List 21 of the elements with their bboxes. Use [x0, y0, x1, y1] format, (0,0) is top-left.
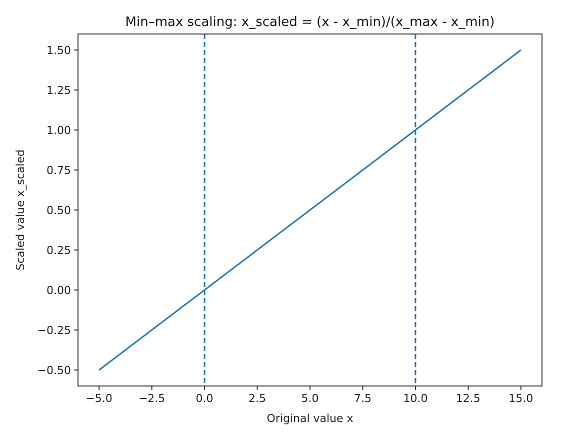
x-tick-label: 12.5 — [456, 392, 480, 405]
y-axis-title: Scaled value x_scaled — [14, 150, 27, 270]
y-tick-label: 0.50 — [46, 204, 71, 217]
x-tick-label: −2.5 — [138, 392, 166, 405]
y-tick-label: 0.00 — [46, 284, 71, 297]
x-tick-label: 5.0 — [301, 392, 319, 405]
y-tick-label: −0.25 — [37, 324, 71, 337]
x-tick-label: −5.0 — [86, 392, 112, 405]
x-tick-label: 7.5 — [354, 392, 372, 405]
y-tick-label: 1.00 — [46, 124, 71, 137]
y-tick-label: 1.25 — [46, 84, 71, 97]
x-tick-label: 0.0 — [196, 392, 214, 405]
y-tick-label: 1.50 — [46, 44, 71, 57]
x-axis-title: Original value x — [266, 412, 354, 425]
y-tick-label: 0.25 — [46, 244, 71, 257]
x-tick-label: 10.0 — [403, 392, 428, 405]
y-tick-label: 0.75 — [46, 164, 71, 177]
chart-title: Min–max scaling: x_scaled = (x - x_min)/(x_max - x_min) — [125, 15, 495, 30]
x-tick-label: 2.5 — [248, 392, 266, 405]
x-tick-label: 15.0 — [508, 392, 534, 405]
y-tick-label: −0.50 — [37, 364, 71, 377]
